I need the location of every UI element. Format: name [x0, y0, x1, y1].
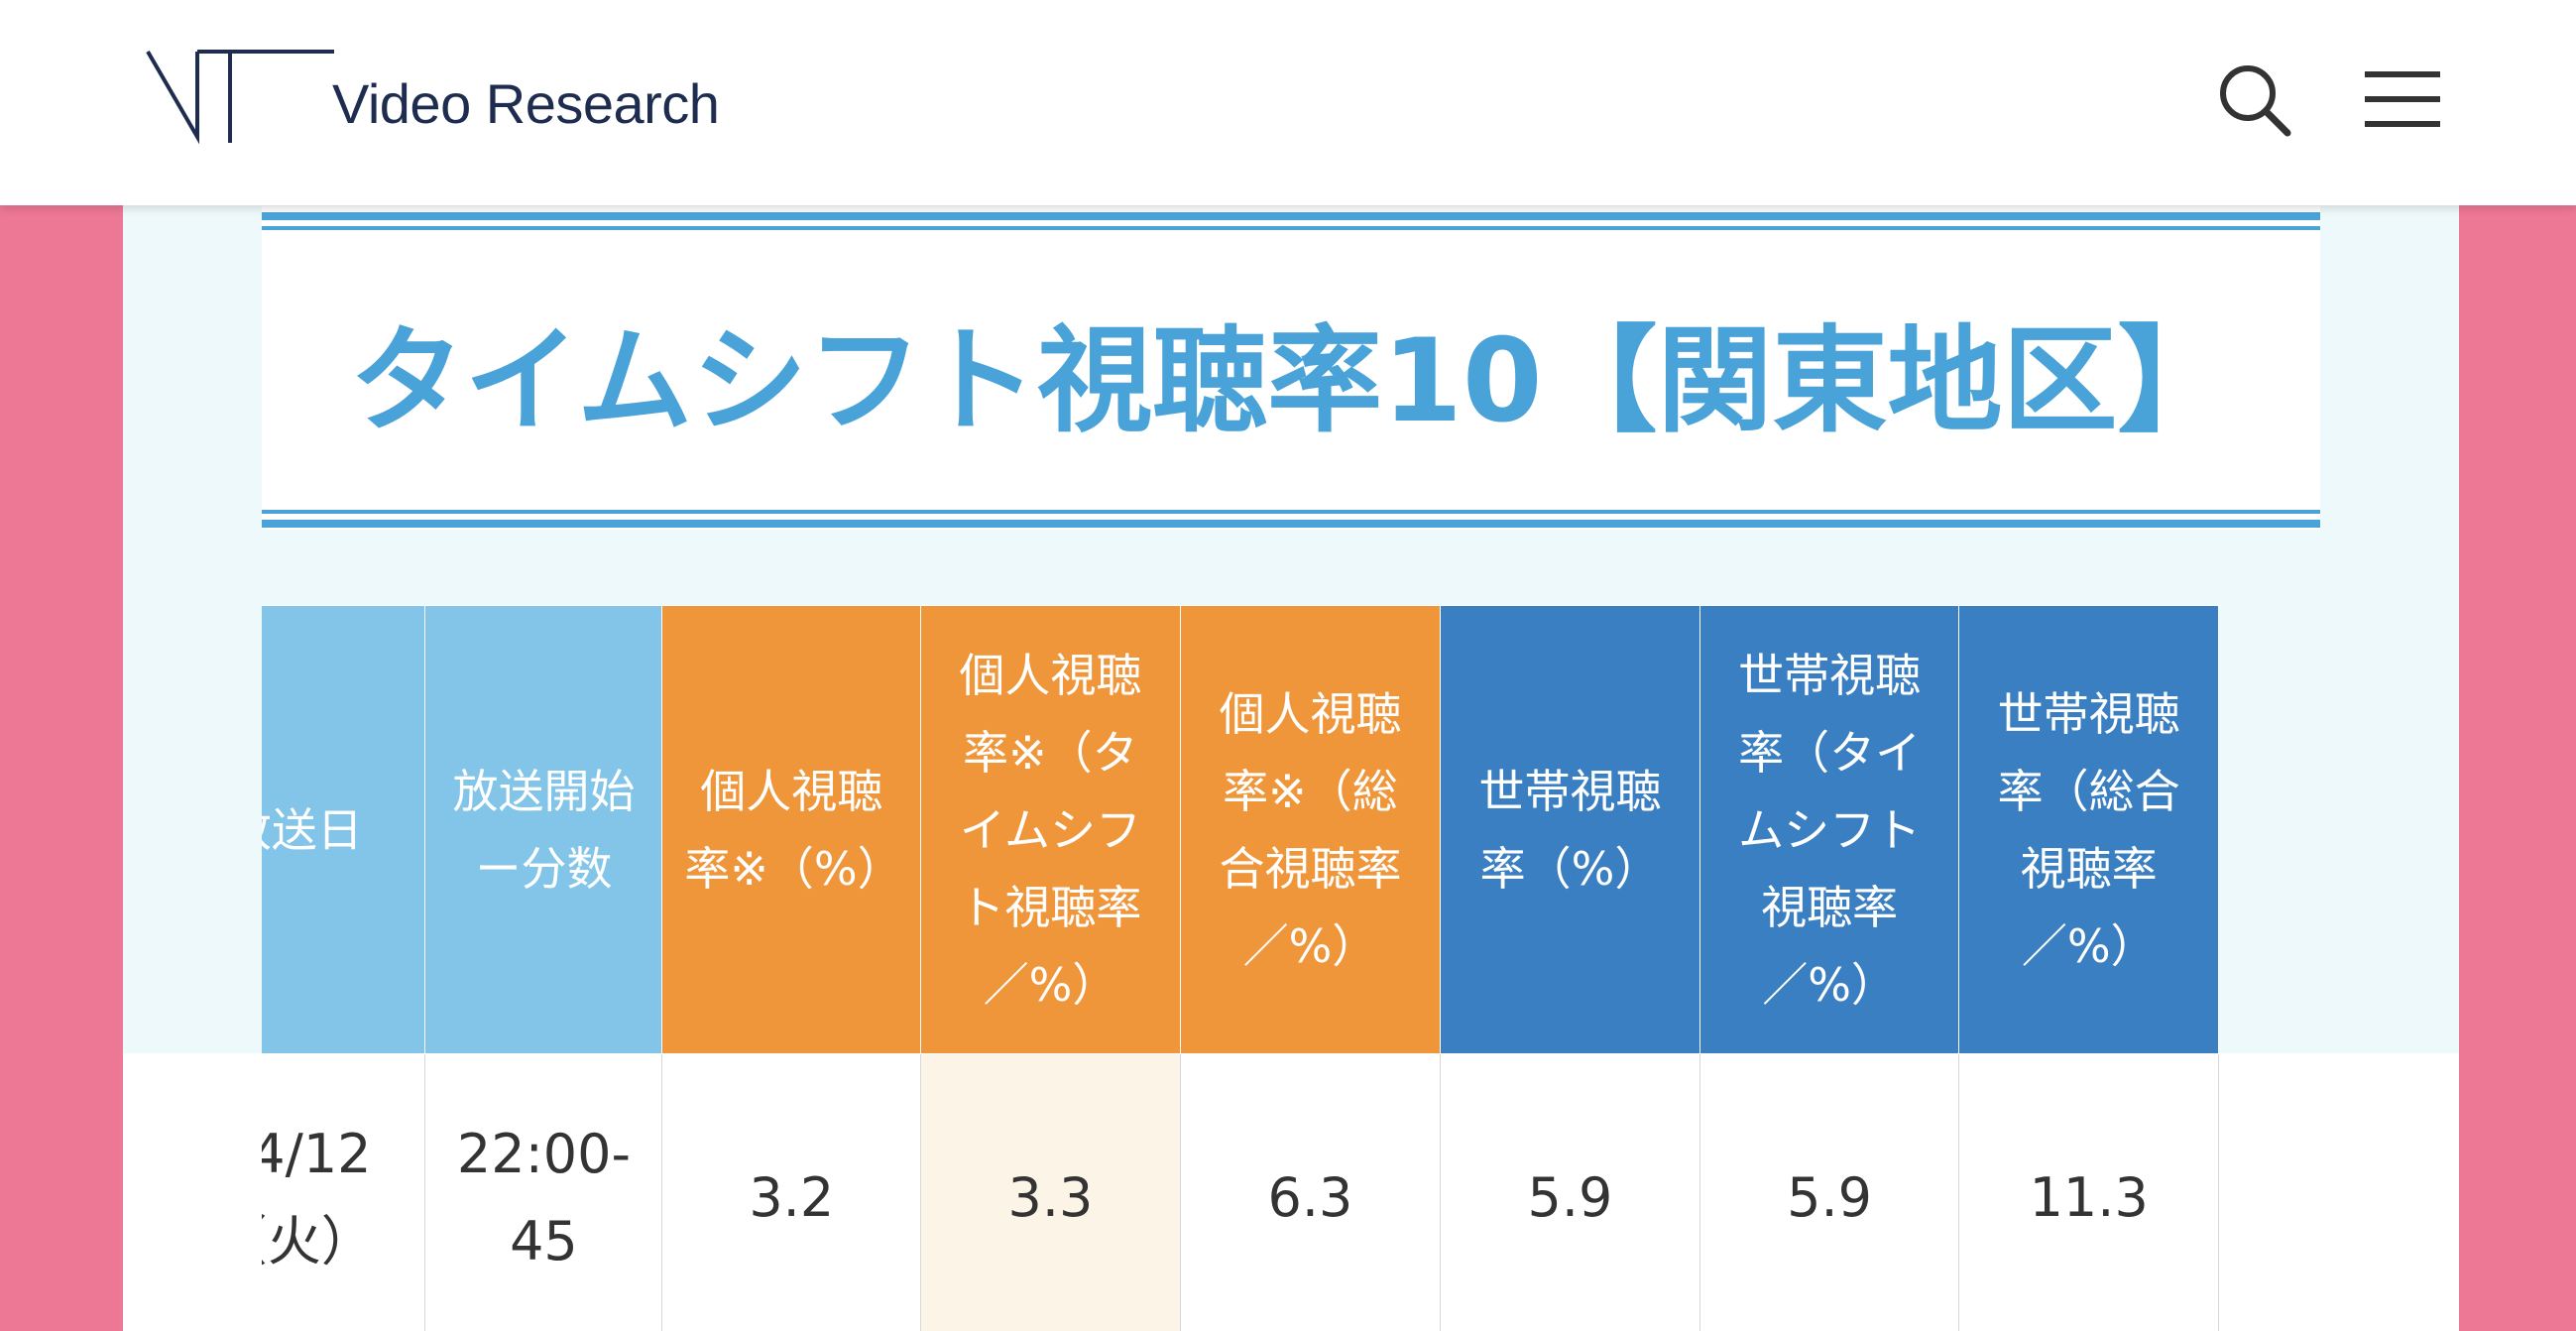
header-start-minutes: 放送開始ー分数 [424, 605, 663, 1054]
title-box [262, 206, 2320, 530]
header-household-rating: 世帯視聴率（%） [1440, 605, 1700, 1054]
cell-personal-total: 6.3 [1179, 1053, 1442, 1331]
header-personal-total: 個人視聴率※（総合視聴率／%） [1179, 605, 1442, 1054]
cell-household-total: 11.3 [1958, 1053, 2219, 1331]
hamburger-menu-icon [2365, 71, 2440, 127]
title-bottom-rule [262, 520, 2320, 528]
table-row: 04/12（火） 22:00-45 3.2 3.3 6.3 5.9 5.9 11… [262, 1053, 2219, 1331]
cell-household-timeshift: 5.9 [1698, 1053, 1960, 1331]
cell-personal-rating: 3.2 [661, 1053, 922, 1331]
right-pink-margin [2459, 0, 2576, 1331]
section-title: タイムシフト視聴率10【関東地区】 [349, 314, 2233, 448]
header-household-timeshift: 世帯視聴率（タイムシフト視聴率／%） [1698, 605, 1960, 1054]
header-household-total: 世帯視聴率（総合視聴率／%） [1958, 605, 2219, 1054]
video-research-logo-icon [146, 50, 334, 145]
left-pink-margin [0, 0, 123, 1331]
header-personal-timeshift: 個人視聴率※（タイムシフト視聴率／%） [920, 605, 1181, 1054]
cell-broadcast-date: 04/12（火） [262, 1053, 426, 1331]
table-header-row: 放送日 放送開始ー分数 個人視聴率※（%） 個人視聴率※（タイムシフト視聴率／%… [262, 605, 2219, 1054]
header-broadcast-date: 放送日 [262, 605, 426, 1054]
site-header: Video Research [0, 0, 2576, 205]
ratings-table-scroll[interactable]: 放送日 放送開始ー分数 個人視聴率※（%） 個人視聴率※（タイムシフト視聴率／%… [262, 605, 2318, 1331]
search-button[interactable] [2216, 61, 2295, 141]
search-icon [2220, 65, 2291, 137]
title-top-rule [262, 212, 2320, 220]
header-personal-rating: 個人視聴率※（%） [661, 605, 922, 1054]
ratings-table: 放送日 放送開始ー分数 個人視聴率※（%） 個人視聴率※（タイムシフト視聴率／%… [262, 605, 2219, 1331]
menu-button[interactable] [2363, 69, 2442, 129]
logo-text: Video Research [332, 72, 720, 135]
cell-personal-timeshift: 3.3 [920, 1053, 1181, 1331]
title-bottom-rule-thin [262, 510, 2320, 514]
title-top-rule-thin [262, 226, 2320, 230]
cell-start-minutes: 22:00-45 [424, 1053, 663, 1331]
cell-household-rating: 5.9 [1440, 1053, 1700, 1331]
logo[interactable]: Video Research [146, 48, 741, 147]
